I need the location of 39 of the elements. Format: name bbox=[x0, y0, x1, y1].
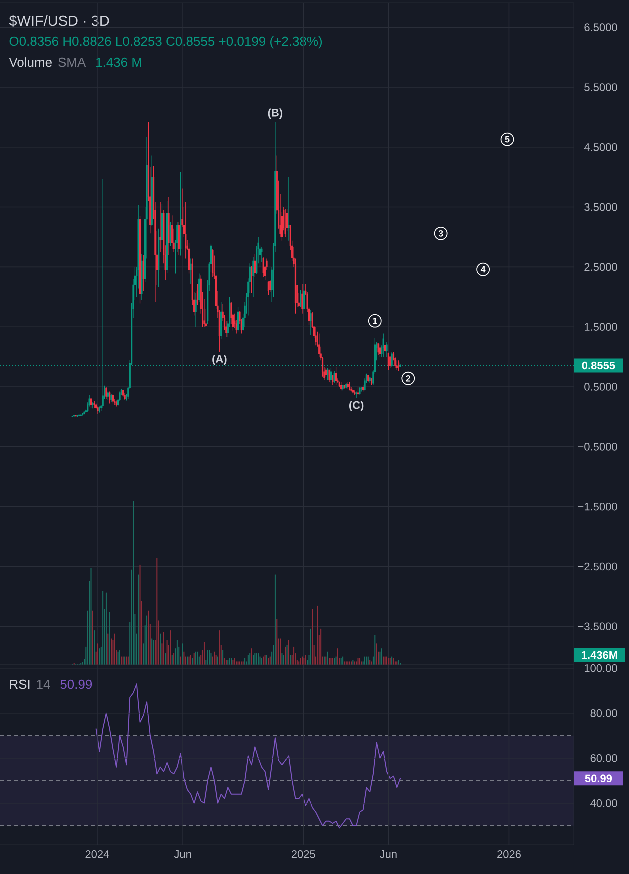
text: 14 bbox=[37, 680, 50, 689]
x-tick-label: Jun bbox=[380, 850, 397, 858]
text: RSI bbox=[10, 680, 30, 690]
ref-line-label: 0.8555 bbox=[582, 362, 616, 370]
y-tick-label: 4.5000 bbox=[584, 143, 618, 152]
annotation: (B) bbox=[268, 108, 283, 120]
text: 1.436M bbox=[582, 651, 618, 660]
text: O0.8356 H0.8826 L0.8253 C0.8555 +0.0199 (+2.38%) bbox=[10, 36, 322, 49]
x-tick-label: 2025 bbox=[292, 850, 316, 858]
annotation: 50.99 bbox=[60, 680, 92, 690]
chart-title: Volume bbox=[9, 58, 52, 68]
y-tick-label: 80.00 bbox=[590, 709, 618, 718]
y-tick-label: 3.5000 bbox=[584, 203, 618, 212]
y-tick-label: 40.00 bbox=[590, 799, 618, 808]
y-tick-label: 100.00 bbox=[584, 664, 618, 672]
y-tick-label: −0.5000 bbox=[578, 443, 618, 451]
y-tick-label: 0.5000 bbox=[584, 383, 618, 391]
annotation: 3 bbox=[438, 230, 444, 237]
annotation: 1 bbox=[373, 318, 378, 324]
y-tick-label: −1.5000 bbox=[578, 502, 618, 511]
chart-subtitle: SMA bbox=[58, 58, 86, 68]
y-tick-label: 1.5000 bbox=[584, 323, 618, 331]
y-tick-label: −2.5000 bbox=[578, 562, 618, 571]
text: 50.99 bbox=[585, 774, 612, 783]
annotation: (A) bbox=[212, 354, 227, 366]
y-tick-label: −3.5000 bbox=[578, 622, 618, 631]
annotation: 2 bbox=[406, 375, 411, 382]
x-tick-label: Jun bbox=[174, 850, 192, 858]
annotation: 1.436 M bbox=[96, 58, 142, 68]
x-tick-label: 2024 bbox=[86, 850, 110, 858]
text: $WIF/USD · 3D bbox=[9, 15, 110, 27]
annotation: 4 bbox=[480, 266, 486, 273]
annotation: 5 bbox=[505, 136, 510, 143]
x-tick-label: 2026 bbox=[498, 850, 521, 858]
annotation: (C) bbox=[349, 401, 364, 412]
y-tick-label: 60.00 bbox=[590, 754, 618, 762]
y-tick-label: 2.5000 bbox=[584, 263, 618, 272]
y-tick-label: 5.5000 bbox=[584, 84, 618, 92]
y-tick-label: 6.5000 bbox=[584, 24, 618, 32]
